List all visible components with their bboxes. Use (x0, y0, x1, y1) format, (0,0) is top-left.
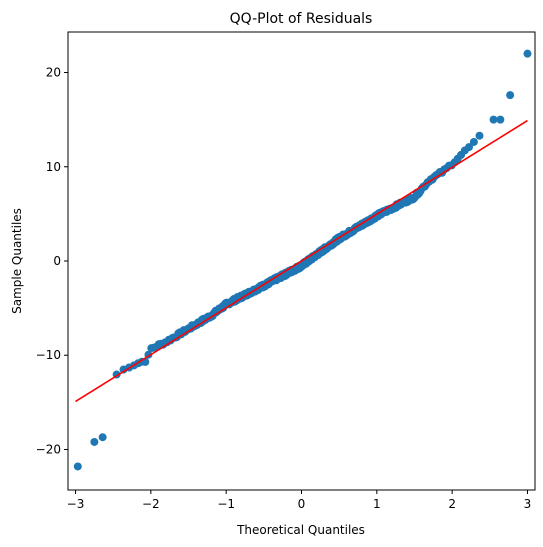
data-point (90, 437, 99, 446)
x-tick-label: 3 (524, 497, 532, 511)
data-point (506, 91, 515, 100)
data-point (489, 115, 498, 124)
y-axis-label: Sample Quantiles (10, 208, 24, 314)
x-tick-label: −1 (217, 497, 235, 511)
y-tick-label: −10 (36, 348, 61, 362)
x-axis-label: Theoretical Quantiles (236, 523, 365, 537)
reference-line-layer (75, 119, 528, 403)
chart-title: QQ-Plot of Residuals (230, 11, 373, 27)
x-tick-label: 2 (448, 497, 456, 511)
y-tick-label: −20 (36, 442, 61, 456)
data-point (73, 462, 82, 471)
data-point (496, 115, 505, 124)
data-point (523, 49, 532, 58)
x-tick-label: 0 (298, 497, 306, 511)
points-layer (73, 49, 532, 471)
x-tick-label: −3 (67, 497, 85, 511)
y-tick-label: 20 (46, 66, 61, 80)
y-tick-label: 0 (53, 254, 61, 268)
x-tick-label: −2 (142, 497, 160, 511)
data-point (98, 433, 107, 442)
y-tick-label: 10 (46, 160, 61, 174)
x-tick-label: 1 (373, 497, 381, 511)
data-point (475, 131, 484, 140)
reference-line (75, 119, 528, 403)
data-point (465, 143, 474, 152)
data-point (469, 137, 478, 146)
